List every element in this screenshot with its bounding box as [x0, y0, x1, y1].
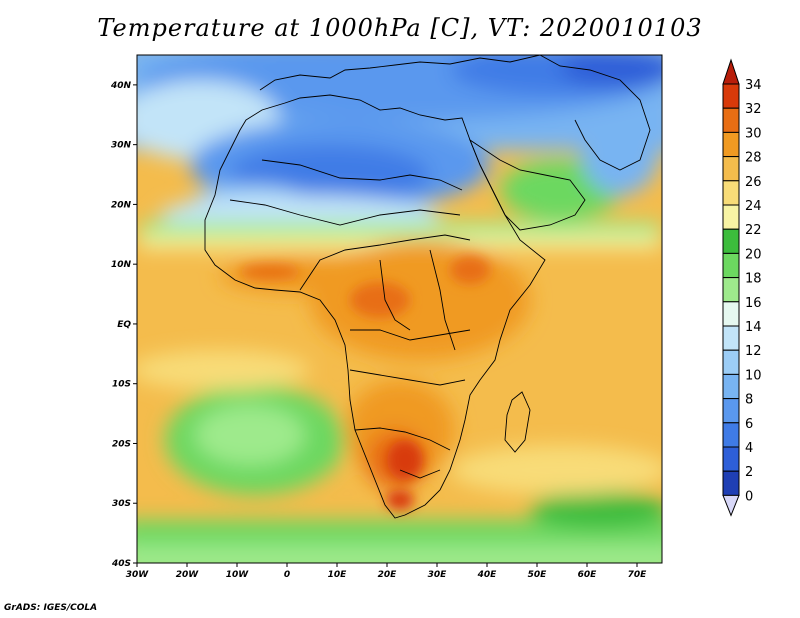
lat-label: 20S — [112, 439, 131, 449]
colorbar-label: 22 — [745, 223, 762, 238]
colorbar-label: 18 — [745, 272, 762, 287]
colorbar-label: 12 — [745, 344, 762, 359]
longitude-labels: 30W 20W 10W 0 10E 20E 30E 40E 50E 60E 70E — [126, 570, 647, 580]
plot-frame — [136, 54, 663, 564]
lon-label: 20W — [176, 570, 200, 580]
lat-label: 40S — [111, 559, 131, 569]
colorbar-label: 0 — [745, 489, 753, 504]
axis-ticks — [133, 84, 638, 567]
lat-label: 10S — [112, 380, 131, 390]
colorbar-bin — [722, 373, 740, 400]
colorbar-bin — [722, 83, 740, 109]
colorbar-label: 10 — [745, 368, 762, 383]
colorbar-label: 20 — [745, 247, 762, 262]
lat-label: 30N — [111, 141, 132, 151]
colorbar-label: 6 — [745, 417, 753, 432]
colorbar-label: 8 — [745, 393, 753, 408]
lat-label: 40N — [110, 81, 132, 91]
colorbar-label: 34 — [745, 78, 762, 93]
colorbar-label: 24 — [745, 199, 762, 214]
lon-label: 30W — [126, 570, 150, 580]
colorbar-bin — [722, 204, 740, 230]
colorbar-label: 28 — [745, 151, 762, 166]
colorbar-bin — [722, 422, 740, 448]
map-title: Temperature at 1000hPa [C], VT: 20200101… — [97, 14, 703, 42]
temperature-field — [137, 55, 662, 563]
lon-label: 0 — [284, 570, 290, 580]
grads-credit: GrADS: IGES/COLA — [4, 603, 98, 613]
colorbar-bin — [722, 131, 740, 158]
latitude-labels: 40N 30N 20N 10N EQ 10S 20S 30S 40S — [110, 81, 132, 569]
colorbar-bin — [722, 180, 740, 206]
lat-label: EQ — [117, 320, 131, 330]
colorbar-label: 26 — [745, 175, 762, 190]
lon-label: 30E — [428, 570, 448, 580]
colorbar-bin — [722, 325, 740, 351]
lon-label: 10E — [328, 570, 348, 580]
colorbar-bin — [722, 470, 740, 496]
lat-label: 10N — [111, 260, 132, 270]
colorbar-label: 16 — [745, 296, 762, 311]
lon-label: 20E — [378, 570, 398, 580]
lon-label: 40E — [477, 570, 498, 580]
colorbar-bin — [722, 252, 740, 279]
colorbar-bin — [722, 398, 740, 424]
lon-label: 70E — [628, 570, 648, 580]
lon-label: 50E — [528, 570, 548, 580]
colorbar-label: 14 — [745, 320, 762, 335]
lat-label: 30S — [112, 499, 131, 509]
colorbar-label: 32 — [745, 102, 762, 117]
colorbar — [722, 58, 740, 517]
colorbar-label: 2 — [745, 465, 753, 480]
colorbar-bin — [722, 107, 740, 133]
colorbar-bin — [722, 277, 740, 303]
lat-label: 20N — [111, 200, 132, 210]
lon-label: 10W — [226, 570, 250, 580]
colorbar-label: 4 — [745, 441, 753, 456]
colorbar-bin — [722, 228, 740, 254]
colorbar-bin — [722, 446, 740, 472]
colorbar-bin — [722, 349, 740, 375]
coastlines — [204, 55, 651, 519]
colorbar-bin — [722, 301, 740, 327]
lon-label: 60E — [578, 570, 598, 580]
colorbar-min-arrow — [722, 494, 740, 517]
colorbar-bin — [722, 156, 740, 182]
colorbar-label: 30 — [745, 126, 762, 141]
colorbar-max-arrow — [722, 58, 740, 85]
